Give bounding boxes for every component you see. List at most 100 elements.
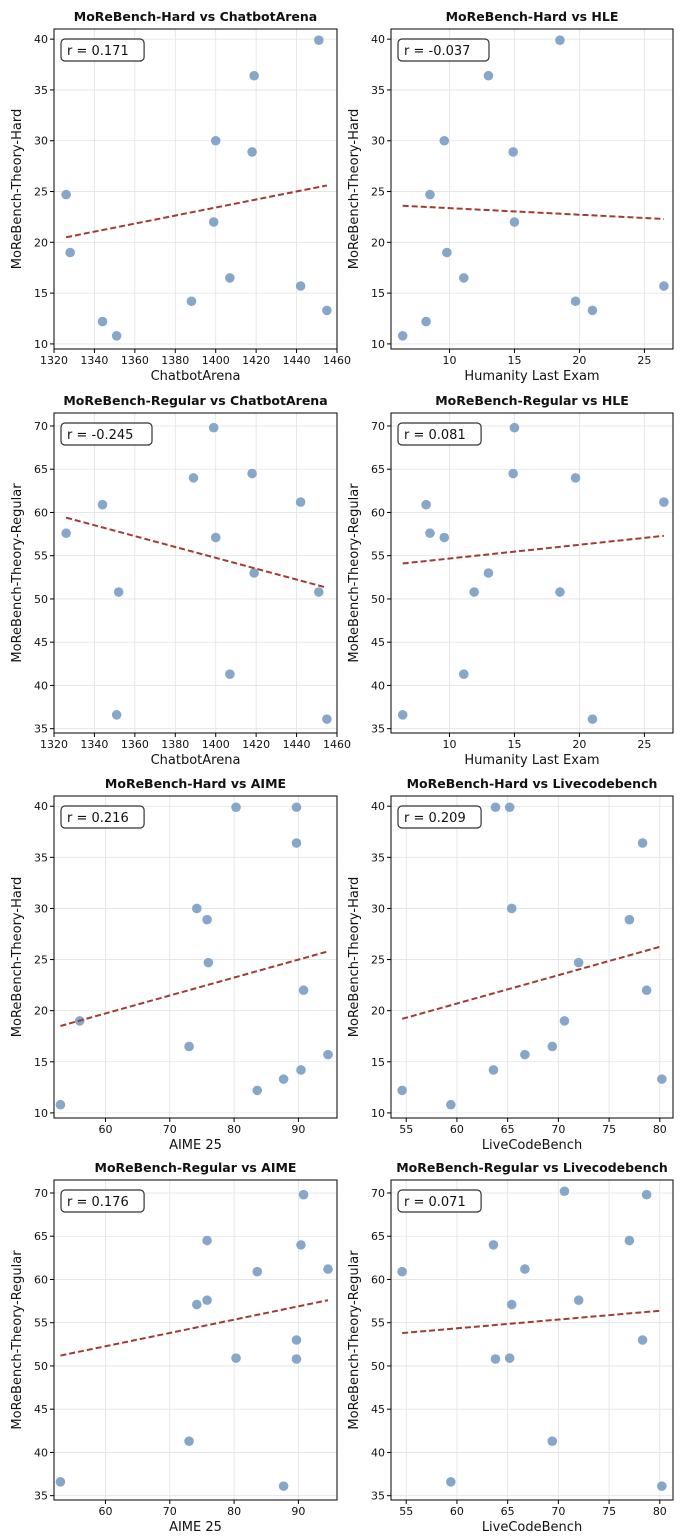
correlation-box: r = 0.081 xyxy=(397,422,482,446)
data-point xyxy=(624,914,635,925)
data-point xyxy=(231,802,241,813)
data-point xyxy=(573,1295,584,1306)
data-point xyxy=(421,499,431,510)
correlation-box-frame xyxy=(60,422,153,446)
x-tick-label: 1360 xyxy=(121,354,149,367)
data-point xyxy=(570,296,581,307)
data-point xyxy=(446,1477,456,1487)
x-tick-label: 1440 xyxy=(283,738,311,751)
x-axis-label: Humanity Last Exam xyxy=(464,753,599,768)
trend-line xyxy=(402,204,664,220)
x-tick-label: 10 xyxy=(442,354,456,367)
correlation-box-frame xyxy=(397,38,490,62)
data-point xyxy=(191,903,202,914)
y-tick-label: 10 xyxy=(371,1107,385,1120)
y-tick-label: 30 xyxy=(34,135,48,148)
x-tick-label: 1420 xyxy=(242,738,270,751)
y-axis-label: MoReBench-Theory-Hard xyxy=(10,109,25,269)
x-tick-label: 1460 xyxy=(323,738,351,751)
y-tick-label: 10 xyxy=(34,338,48,351)
correlation-label: r = 0.171 xyxy=(67,44,129,59)
data-point xyxy=(314,35,324,45)
data-point xyxy=(483,70,494,81)
x-tick-label: 15 xyxy=(507,354,521,367)
correlation-box: r = 0.176 xyxy=(60,1189,145,1213)
y-tick-label: 65 xyxy=(371,463,385,476)
data-point xyxy=(657,1481,667,1491)
y-tick-label: 35 xyxy=(371,84,385,97)
data-point xyxy=(210,135,221,146)
data-point xyxy=(587,305,598,316)
trend-line xyxy=(402,1309,662,1335)
x-tick-label: 65 xyxy=(501,1123,515,1136)
x-axis-label: ChatbotArena xyxy=(151,753,241,768)
data-point xyxy=(425,528,435,539)
chart-title: MoReBench-Hard vs HLE xyxy=(446,9,619,24)
x-tick-label: 70 xyxy=(163,1505,177,1518)
x-tick-label: 1380 xyxy=(161,738,189,751)
x-tick-label: 1420 xyxy=(242,354,270,367)
data-point xyxy=(442,247,452,258)
y-tick-label: 40 xyxy=(371,800,385,813)
x-tick-label: 90 xyxy=(291,1123,305,1136)
x-tick-label: 1440 xyxy=(283,354,311,367)
y-tick-label: 70 xyxy=(371,420,385,433)
data-point xyxy=(506,1299,517,1310)
trend-line xyxy=(402,534,665,565)
y-tick-label: 20 xyxy=(371,1005,385,1018)
y-tick-label: 55 xyxy=(34,1317,48,1330)
plot-frame xyxy=(390,412,674,734)
data-point xyxy=(520,1049,530,1060)
correlation-box: r = 0.071 xyxy=(397,1189,482,1213)
data-point xyxy=(252,1085,263,1096)
data-point xyxy=(298,1189,309,1200)
y-tick-label: 60 xyxy=(34,1273,48,1286)
data-point xyxy=(188,473,199,483)
data-point xyxy=(208,217,219,227)
y-tick-label: 35 xyxy=(34,851,48,864)
chart-title: MoReBench-Hard vs AIME xyxy=(105,776,286,791)
x-tick-label: 1340 xyxy=(80,354,108,367)
data-point xyxy=(249,70,259,81)
y-tick-label: 50 xyxy=(34,1360,48,1373)
data-point xyxy=(555,587,565,597)
x-tick-label: 75 xyxy=(602,1123,616,1136)
data-point xyxy=(573,957,584,968)
data-point xyxy=(291,838,302,848)
plot-frame xyxy=(53,795,338,1119)
x-tick-label: 80 xyxy=(653,1123,667,1136)
data-point xyxy=(458,273,469,283)
y-tick-label: 60 xyxy=(371,1273,385,1286)
y-axis-label: MoReBench-Theory-Regular xyxy=(347,483,362,663)
y-tick-label: 50 xyxy=(34,593,48,606)
data-point xyxy=(637,1335,648,1345)
data-point xyxy=(186,296,197,307)
x-tick-label: 60 xyxy=(450,1123,464,1136)
data-point xyxy=(202,1235,212,1246)
trend-line xyxy=(65,184,328,239)
x-axis-label: AIME 25 xyxy=(169,1520,222,1535)
y-tick-label: 20 xyxy=(34,1005,48,1018)
y-tick-label: 35 xyxy=(34,723,48,736)
y-tick-label: 70 xyxy=(34,1187,48,1200)
data-point xyxy=(208,422,219,433)
x-axis-label: Humanity Last Exam xyxy=(464,369,599,384)
trend-line xyxy=(65,516,328,589)
y-tick-label: 25 xyxy=(371,954,385,967)
data-point xyxy=(295,281,306,291)
correlation-box-frame xyxy=(397,422,482,446)
data-point xyxy=(97,316,108,327)
correlation-label: r = 0.209 xyxy=(404,811,466,826)
data-point xyxy=(61,528,71,539)
x-tick-label: 75 xyxy=(602,1505,616,1518)
y-tick-label: 60 xyxy=(371,506,385,519)
y-tick-label: 35 xyxy=(371,1490,385,1503)
chart-panel-7: 60 70 80 90 35 40 45 50 55 60 65 70 MoReBench-Regula… xyxy=(10,1160,338,1535)
data-point xyxy=(203,957,214,968)
x-tick-label: 60 xyxy=(450,1505,464,1518)
y-tick-label: 50 xyxy=(371,1360,385,1373)
chart-panel-6: 55 60 65 70 75 80 10 15 20 25 30 35 40 MoReBench-Hard… xyxy=(347,776,674,1153)
y-tick-label: 65 xyxy=(34,463,48,476)
correlation-label: r = -0.245 xyxy=(67,428,133,443)
data-point xyxy=(296,1240,306,1250)
